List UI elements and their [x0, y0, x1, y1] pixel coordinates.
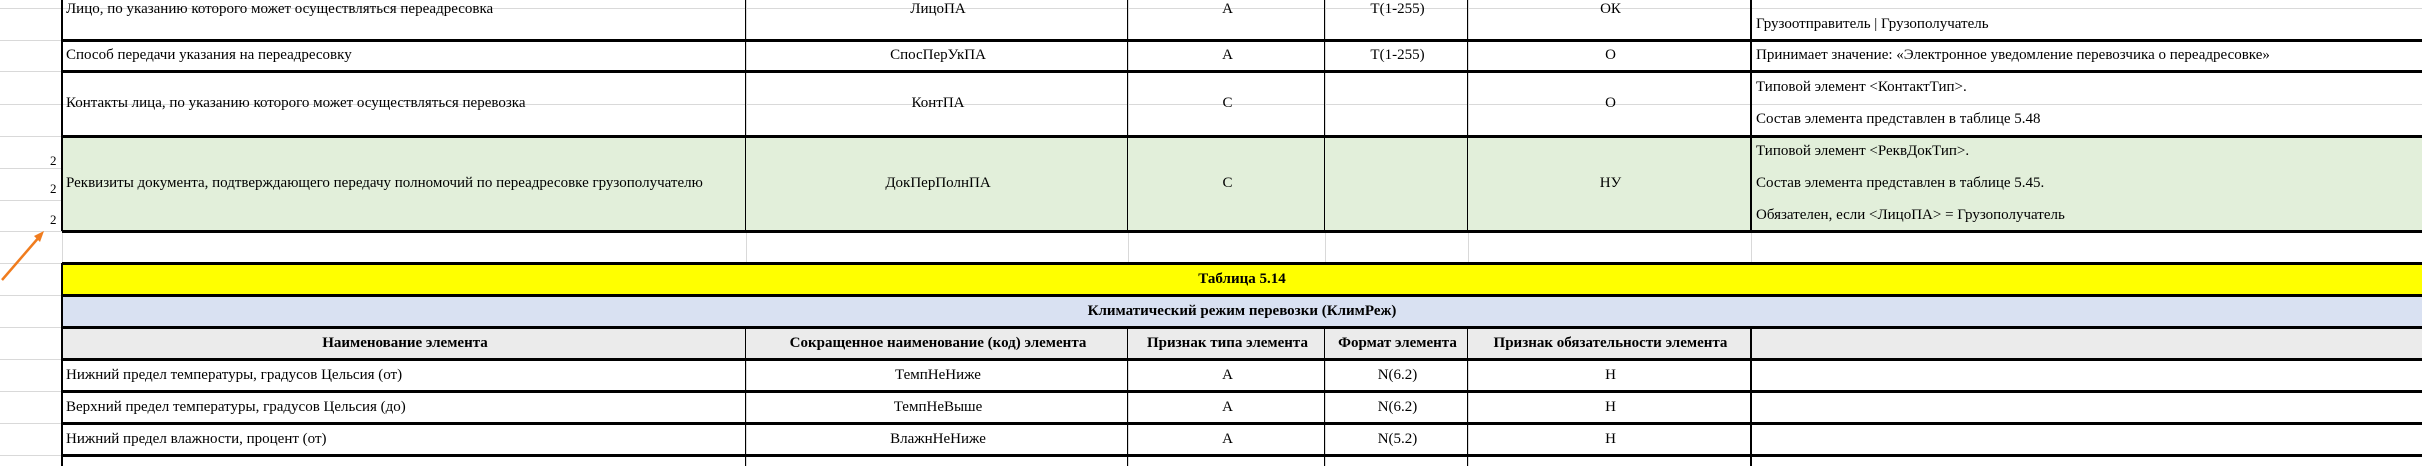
cell-notes[interactable]: Грузоотправитель | Грузополучатель: [1754, 8, 2422, 40]
cell-req[interactable]: НУ: [1599, 175, 1622, 191]
cell-name[interactable]: Способ передачи указания на переадресовк…: [66, 47, 352, 63]
border-line: [745, 0, 746, 231]
cell-code[interactable]: ТемпНеВыше: [893, 398, 983, 415]
cell-format[interactable]: N(6.2): [1377, 366, 1418, 383]
border-line: [62, 390, 2422, 393]
cell-name[interactable]: Лицо, по указанию которого может осущест…: [66, 0, 494, 17]
cell-type[interactable]: С: [1222, 95, 1233, 111]
column-header: Признак обязательности элемента: [1493, 334, 1728, 351]
cell-code[interactable]: СпосПерУкПА: [890, 47, 986, 63]
cell-format[interactable]: Т(1-255): [1370, 0, 1425, 17]
cell-req[interactable]: ОК: [1600, 0, 1621, 17]
border-line: [1127, 327, 1128, 466]
cell-type[interactable]: А: [1222, 47, 1233, 63]
cell-req[interactable]: О: [1605, 95, 1616, 111]
border-line: [1324, 0, 1325, 231]
note-line: Обязателен, если <ЛицоПА> = Грузополучат…: [1756, 206, 2065, 223]
cell-type[interactable]: А: [1222, 430, 1233, 447]
note-line: Типовой элемент <РеквДокТип>.: [1756, 143, 1970, 160]
note-line: Состав элемента представлен в таблице 5.…: [1756, 174, 2045, 191]
table-subtitle: Климатический режим перевозки (КлимРеж): [62, 295, 2422, 327]
cell-format[interactable]: [1327, 71, 1468, 136]
cell-name[interactable]: Нижний предел влажности, процент (от): [66, 430, 327, 447]
border-line: [1324, 327, 1325, 466]
border-line: [1467, 0, 1468, 231]
cell-req[interactable]: Н: [1605, 398, 1616, 415]
cell-req[interactable]: Н: [1605, 366, 1616, 383]
cell-req[interactable]: О: [1605, 47, 1616, 63]
column-header: Формат элемента: [1338, 334, 1457, 351]
row-number[interactable]: 2: [50, 181, 57, 196]
cell-type[interactable]: А: [1222, 398, 1233, 415]
border-line: [1127, 0, 1128, 231]
note-line: Принимает значение: «Электронное уведомл…: [1756, 47, 2270, 63]
cell-name[interactable]: Контакты лица, по указанию которого може…: [66, 95, 526, 111]
cell-name[interactable]: Нижний предел температуры, градусов Цель…: [66, 366, 403, 383]
cell-notes[interactable]: [1753, 391, 2422, 423]
column-header: Признак типа элемента: [1147, 334, 1308, 351]
cell-name[interactable]: Реквизиты документа, подтверждающего пер…: [66, 175, 703, 191]
border-line: [62, 135, 2422, 138]
border-line: [62, 422, 2422, 425]
note-line: Состав элемента представлен в таблице 5.…: [1756, 111, 2041, 128]
cell-code[interactable]: КонтПА: [911, 95, 965, 111]
cell-code[interactable]: ЛицоПА: [910, 0, 966, 17]
border-line: [61, 0, 63, 231]
border-line: [62, 454, 2422, 457]
cell-notes[interactable]: Типовой элемент <КонтактТип>. Состав элем…: [1754, 71, 2422, 136]
cell-name[interactable]: Верхний предел температуры, градусов Цел…: [66, 398, 406, 415]
cell-format[interactable]: N(5.2): [1377, 430, 1418, 447]
border-line: [62, 70, 2422, 73]
cell-type[interactable]: С: [1222, 175, 1233, 191]
note-line: Типовой элемент <КонтактТип>.: [1756, 78, 1967, 95]
cell-code[interactable]: ТемпНеНиже: [895, 366, 981, 383]
cell-notes[interactable]: [1753, 359, 2422, 391]
border-line: [62, 262, 2422, 265]
border-line: [62, 358, 2422, 361]
cell-code[interactable]: ВлажнНеНиже: [890, 430, 986, 447]
border-line: [62, 39, 2422, 42]
row-number[interactable]: 2: [50, 153, 57, 168]
cell-format[interactable]: Т(1-255): [1370, 47, 1425, 63]
cell-req[interactable]: Н: [1605, 430, 1616, 447]
cell-format[interactable]: [1327, 136, 1468, 231]
cell-format[interactable]: N(6.2): [1377, 398, 1418, 415]
border-line: [1750, 0, 1752, 231]
cell-code[interactable]: ДокПерПолнПА: [885, 175, 991, 191]
cell-notes[interactable]: Принимает значение: «Электронное уведомл…: [1754, 40, 2422, 71]
column-header: Наименование элемента: [322, 334, 488, 351]
orange-arrow-icon: [1, 231, 44, 281]
cell-type[interactable]: А: [1222, 0, 1233, 17]
border-line: [62, 294, 2422, 297]
cell-notes[interactable]: Типовой элемент <РеквДокТип>. Состав элем…: [1754, 136, 2422, 231]
border-line: [61, 263, 63, 466]
cell-type[interactable]: А: [1222, 366, 1233, 383]
header-fill: [62, 327, 2422, 359]
border-line: [1750, 327, 1752, 466]
row-number[interactable]: 2: [50, 212, 57, 227]
highlighted-row-fill: [62, 137, 2422, 231]
table-title: Таблица 5.14: [62, 263, 2422, 295]
column-header: Сокращенное наименование (код) элемента: [789, 334, 1087, 351]
border-line: [62, 326, 2422, 329]
column-header: [1753, 327, 2422, 359]
border-line: [62, 230, 2422, 233]
border-line: [1467, 327, 1468, 466]
cell-notes[interactable]: [1753, 423, 2422, 455]
border-line: [745, 327, 746, 466]
note-line: Грузоотправитель | Грузополучатель: [1756, 15, 1989, 32]
